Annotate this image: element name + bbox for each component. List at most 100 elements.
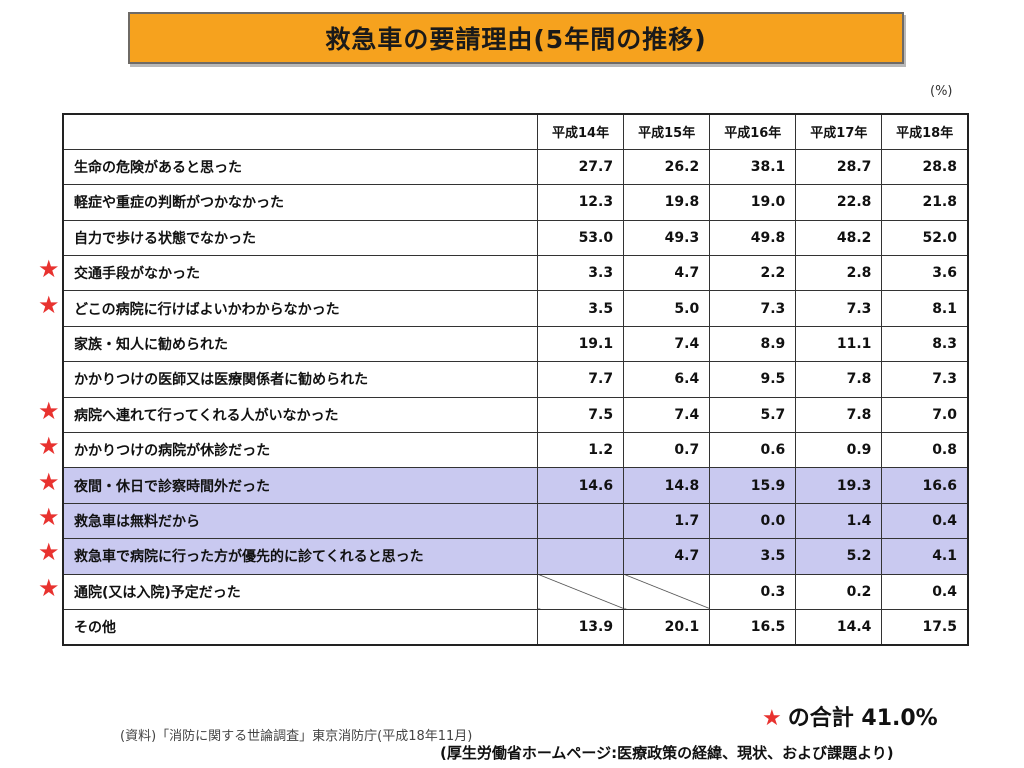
- value-cell: 0.9: [795, 432, 883, 469]
- value-cell: 7.4: [623, 396, 711, 434]
- row-label: 軽症や重症の判断がつかなかった: [62, 184, 539, 221]
- row-label: その他: [62, 608, 539, 646]
- value-cell: 7.0: [881, 396, 969, 434]
- row-label: 家族・知人に勧められた: [62, 325, 539, 363]
- empty-cell: [537, 538, 625, 575]
- value-cell: 19.8: [623, 184, 711, 221]
- header-blank: [62, 113, 539, 150]
- star-icon: ★: [38, 538, 60, 567]
- table-row: 軽症や重症の判断がつかなかった 12.3 19.8 19.0 22.8 21.8: [62, 184, 969, 221]
- table-row: 救急車で病院に行った方が優先的に診てくれると思った 4.7 3.5 5.2 4.1: [62, 538, 969, 575]
- star-icon: ★: [38, 467, 60, 496]
- value-cell: 19.0: [709, 184, 797, 221]
- row-label: 交通手段がなかった: [62, 255, 539, 292]
- table-row: 生命の危険があると思った 27.7 26.2 38.1 28.7 28.8: [62, 148, 969, 186]
- value-cell: 13.9: [537, 608, 625, 646]
- value-cell: 7.3: [709, 290, 797, 327]
- source-note: (資料)「消防に関する世論調査」東京消防庁(平成18年11月): [120, 729, 473, 744]
- col-header: 平成18年: [881, 113, 969, 150]
- star-icon: ★: [38, 396, 60, 425]
- star-icon: ★: [38, 432, 60, 461]
- value-cell: 1.4: [795, 502, 883, 540]
- row-label: 夜間・休日で診察時間外だった: [62, 467, 539, 504]
- col-header: 平成16年: [709, 113, 797, 150]
- row-label: かかりつけの病院が休診だった: [62, 432, 539, 469]
- value-cell: 14.8: [623, 467, 711, 504]
- value-cell: 14.6: [537, 467, 625, 504]
- data-table: 平成14年 平成15年 平成16年 平成17年 平成18年 生命の危険があると思…: [62, 113, 969, 646]
- table-row: かかりつけの医師又は医療関係者に勧められた 7.7 6.4 9.5 7.8 7.3: [62, 361, 969, 398]
- value-cell: 2.8: [795, 255, 883, 292]
- value-cell: 0.8: [881, 432, 969, 469]
- title-banner: 救急車の要請理由(5年間の推移): [128, 12, 904, 64]
- value-cell: 7.3: [881, 361, 969, 398]
- value-cell: 49.3: [623, 219, 711, 257]
- empty-cell: [537, 502, 625, 540]
- total-text: の合計 41.0%: [787, 706, 938, 731]
- value-cell: 26.2: [623, 148, 711, 186]
- value-cell: 22.8: [795, 184, 883, 221]
- table-row: 救急車は無料だから 1.7 0.0 1.4 0.4: [62, 502, 969, 540]
- value-cell: 3.6: [881, 255, 969, 292]
- value-cell: 7.8: [795, 396, 883, 434]
- value-cell: 49.8: [709, 219, 797, 257]
- star-icon: ★: [38, 573, 60, 602]
- value-cell: 0.4: [881, 573, 969, 610]
- row-label: 救急車は無料だから: [62, 502, 539, 540]
- total-note: ★ の合計 41.0%: [762, 700, 938, 732]
- value-cell: 0.7: [623, 432, 711, 469]
- table-row: その他 13.9 20.1 16.5 14.4 17.5: [62, 608, 969, 646]
- table-row: 通院(又は入院)予定だった 0.3 0.2 0.4: [62, 573, 969, 610]
- col-header: 平成15年: [623, 113, 711, 150]
- value-cell: 17.5: [881, 608, 969, 646]
- value-cell: 20.1: [623, 608, 711, 646]
- value-cell: 8.3: [881, 325, 969, 363]
- row-label: 生命の危険があると思った: [62, 148, 539, 186]
- table-row: 家族・知人に勧められた 19.1 7.4 8.9 11.1 8.3: [62, 325, 969, 363]
- table-row: 自力で歩ける状態でなかった 53.0 49.3 49.8 48.2 52.0: [62, 219, 969, 257]
- value-cell: 3.5: [709, 538, 797, 575]
- value-cell: 6.4: [623, 361, 711, 398]
- row-label: どこの病院に行けばよいかわからなかった: [62, 290, 539, 327]
- col-header: 平成14年: [537, 113, 625, 150]
- value-cell: 2.2: [709, 255, 797, 292]
- empty-cell: [623, 573, 711, 610]
- value-cell: 1.7: [623, 502, 711, 540]
- row-label: 通院(又は入院)予定だった: [62, 573, 539, 610]
- value-cell: 14.4: [795, 608, 883, 646]
- table-row: どこの病院に行けばよいかわからなかった 3.5 5.0 7.3 7.3 8.1: [62, 290, 969, 327]
- value-cell: 7.4: [623, 325, 711, 363]
- value-cell: 3.3: [537, 255, 625, 292]
- value-cell: 7.3: [795, 290, 883, 327]
- value-cell: 1.2: [537, 432, 625, 469]
- value-cell: 53.0: [537, 219, 625, 257]
- row-label: 病院へ連れて行ってくれる人がいなかった: [62, 396, 539, 434]
- value-cell: 38.1: [709, 148, 797, 186]
- value-cell: 28.7: [795, 148, 883, 186]
- value-cell: 28.8: [881, 148, 969, 186]
- value-cell: 52.0: [881, 219, 969, 257]
- value-cell: 16.5: [709, 608, 797, 646]
- unit-label: (%): [930, 84, 953, 99]
- value-cell: 0.2: [795, 573, 883, 610]
- value-cell: 0.0: [709, 502, 797, 540]
- value-cell: 8.1: [881, 290, 969, 327]
- value-cell: 19.3: [795, 467, 883, 504]
- value-cell: 4.7: [623, 255, 711, 292]
- value-cell: 11.1: [795, 325, 883, 363]
- value-cell: 19.1: [537, 325, 625, 363]
- value-cell: 0.3: [709, 573, 797, 610]
- page-title: 救急車の要請理由(5年間の推移): [325, 25, 707, 54]
- value-cell: 12.3: [537, 184, 625, 221]
- table-row: 病院へ連れて行ってくれる人がいなかった 7.5 7.4 5.7 7.8 7.0: [62, 396, 969, 434]
- row-label: かかりつけの医師又は医療関係者に勧められた: [62, 361, 539, 398]
- table-body: 生命の危険があると思った 27.7 26.2 38.1 28.7 28.8 軽症や重症の判断…: [62, 148, 969, 646]
- value-cell: 15.9: [709, 467, 797, 504]
- value-cell: 3.5: [537, 290, 625, 327]
- value-cell: 0.4: [881, 502, 969, 540]
- value-cell: 27.7: [537, 148, 625, 186]
- value-cell: 5.2: [795, 538, 883, 575]
- value-cell: 4.1: [881, 538, 969, 575]
- table-row: 交通手段がなかった 3.3 4.7 2.2 2.8 3.6: [62, 255, 969, 292]
- table-row: かかりつけの病院が休診だった 1.2 0.7 0.6 0.9 0.8: [62, 432, 969, 469]
